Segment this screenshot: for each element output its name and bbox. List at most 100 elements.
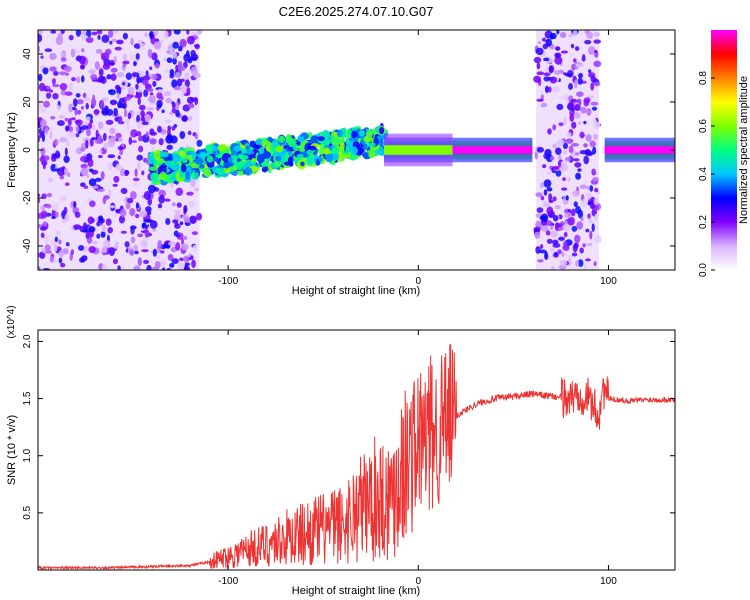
spectrogram-cell (563, 240, 568, 249)
spectrogram-cell (140, 110, 145, 118)
spectrogram-cell (331, 136, 342, 146)
spectrogram-cell (259, 147, 265, 155)
spectrogram-cell (135, 83, 139, 90)
spectrogram-cell (556, 103, 564, 111)
spectrogram-cell (101, 97, 109, 102)
spectrogram-cell (560, 163, 568, 172)
spectrogram-cell (554, 52, 562, 59)
spectrogram-cell (548, 65, 555, 73)
spectrogram-cell (579, 247, 584, 254)
spectrogram-cell (98, 149, 103, 154)
spectrogram-cell (128, 136, 133, 146)
spectrogram-cell (203, 168, 212, 178)
spectrogram-cell (91, 124, 96, 131)
spectrogram-cell (82, 92, 87, 99)
spectrogram-cell (296, 153, 304, 159)
x-tick-label: -100 (218, 276, 238, 287)
spectrogram-cell (75, 93, 81, 98)
spectrogram-cell (83, 185, 89, 190)
colorbar-tick-label: 0.4 (698, 167, 709, 181)
spectrogram-cell (533, 56, 542, 64)
spectrogram-cell (274, 160, 282, 168)
spectrogram-cell (160, 250, 165, 254)
spectrogram-cell (579, 131, 585, 139)
y-tick-label: 1.5 (22, 391, 33, 405)
spectrogram-cell (124, 169, 130, 176)
spectrogram-cell (574, 234, 581, 244)
spectrogram-cell (164, 160, 175, 166)
spectrogram-cell (67, 118, 72, 126)
spectrogram-cell (80, 75, 85, 83)
spectrogram-cell (331, 146, 339, 155)
spectrogram-cell (79, 155, 88, 163)
spectrogram-cell (175, 187, 184, 196)
spectrogram-cell (572, 190, 580, 197)
spectrogram-cell (555, 46, 559, 51)
spectrogram-cell (574, 46, 580, 51)
spectrogram-cell (172, 152, 178, 162)
spectrogram-cell (136, 154, 144, 161)
spectrogram-cell (283, 161, 294, 166)
spectrogram-cell (79, 33, 86, 39)
spectrogram-cell (38, 33, 43, 43)
spectrogram-cell (310, 135, 320, 145)
spectrogram-cell (571, 121, 577, 129)
spectrogram-cell (350, 146, 358, 155)
spectrogram-cell (94, 139, 103, 145)
spectrogram-cell (587, 150, 593, 157)
spectrogram-cell (42, 67, 49, 75)
spectrogram-cell (40, 147, 46, 156)
spectrogram-cell (82, 229, 88, 233)
spectrogram-cell (227, 157, 233, 163)
spectrogram-cell (571, 225, 578, 232)
spectrogram-cell (97, 75, 105, 83)
spectrogram-cell (166, 57, 173, 64)
spectrogram-cell (593, 31, 601, 37)
spectrogram-cell (43, 100, 51, 108)
spectrogram-cell (186, 87, 191, 96)
spectrogram-cell (175, 109, 180, 118)
spectrogram-cell (573, 112, 581, 119)
spectrogram-cell (345, 145, 350, 156)
spectrogram-cell (551, 239, 559, 245)
spectrogram-cell (549, 155, 555, 161)
spectrogram-cell (300, 161, 305, 167)
spectrogram-cell (222, 166, 231, 174)
spectrogram-cell (186, 50, 190, 58)
spectrogram-cell (226, 162, 234, 167)
spectrogram-cell (587, 35, 593, 39)
spectrogram-cell (149, 138, 157, 145)
spectrogram-cell (54, 211, 59, 218)
spectrogram-cell (144, 32, 148, 37)
spectrogram-cell (543, 72, 551, 77)
spectrogram-cell (68, 34, 74, 41)
spectrogram-cell (40, 108, 47, 113)
spectrogram-cell (180, 243, 189, 251)
spectrogram-cell (171, 102, 176, 109)
spectrogram-cell (153, 40, 162, 50)
colorbar-label: Normalized spectral amplitude (738, 76, 750, 224)
spectrogram-cell (135, 53, 140, 60)
spectrogram-cell (141, 249, 149, 253)
spectrogram-cell (53, 71, 59, 76)
spectrogram-cell (101, 34, 110, 43)
spectrogram-cell (558, 236, 565, 241)
spectrogram-cell (95, 129, 99, 138)
spectrogram-cell (59, 175, 65, 180)
spectrogram-cell (548, 86, 552, 93)
spectrogram-cell (38, 102, 43, 110)
spectrogram-cell (138, 135, 144, 142)
spectrogram-cell (90, 73, 98, 80)
spectrogram-cell (121, 64, 126, 72)
spectrogram-cell (102, 63, 111, 70)
spectrogram-cell (177, 262, 185, 270)
spectrogram-cell (307, 131, 313, 140)
spectrogram-cell (568, 33, 574, 38)
spectrogram-cell (571, 252, 578, 257)
spectrogram-cell (594, 49, 598, 53)
spectrogram-cell (368, 150, 376, 159)
y-tick-label: 0 (22, 147, 33, 153)
spectrogram-cell (587, 201, 591, 206)
spectrogram-cell (552, 165, 560, 170)
spectrogram-cell (159, 194, 164, 200)
